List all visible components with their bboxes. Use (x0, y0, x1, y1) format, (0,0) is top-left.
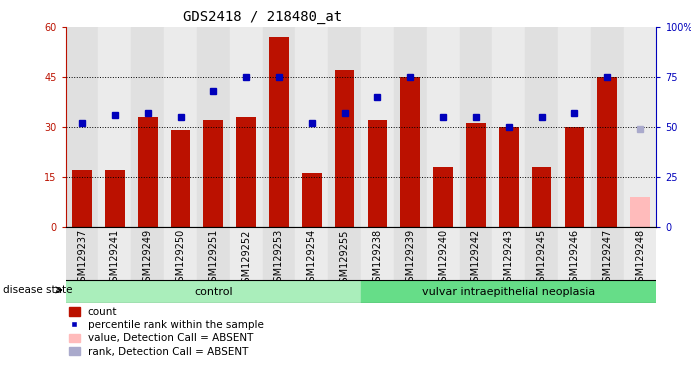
Bar (492, 27, 525, 227)
Bar (164, 227, 197, 280)
Bar (295, 27, 328, 227)
Bar (66, 280, 361, 303)
Bar (433, 167, 453, 227)
Bar (203, 120, 223, 227)
Bar (394, 227, 426, 280)
Bar (131, 27, 164, 227)
Legend: count, percentile rank within the sample, value, Detection Call = ABSENT, rank, : count, percentile rank within the sample… (69, 307, 264, 357)
Text: disease state: disease state (3, 285, 73, 295)
Bar (466, 123, 486, 227)
Bar (400, 77, 420, 227)
Bar (263, 27, 295, 227)
Text: GSM129247: GSM129247 (603, 229, 612, 288)
Bar (164, 27, 197, 227)
Bar (525, 227, 558, 280)
Bar (105, 170, 124, 227)
Bar (597, 77, 617, 227)
Bar (426, 227, 460, 280)
Bar (623, 27, 656, 227)
Bar (138, 117, 158, 227)
Text: GSM129252: GSM129252 (241, 229, 251, 289)
Bar (98, 227, 131, 280)
Text: GSM129251: GSM129251 (209, 229, 218, 288)
Text: GSM129241: GSM129241 (110, 229, 120, 288)
Bar (591, 227, 623, 280)
Bar (499, 127, 518, 227)
Bar (229, 227, 263, 280)
Text: GSM129255: GSM129255 (340, 229, 350, 289)
Bar (229, 27, 263, 227)
Bar (334, 70, 354, 227)
Text: GSM129242: GSM129242 (471, 229, 481, 288)
Bar (630, 197, 650, 227)
Text: GSM129249: GSM129249 (143, 229, 153, 288)
Bar (531, 167, 551, 227)
Text: control: control (194, 287, 233, 297)
Bar (361, 27, 394, 227)
Text: GSM129248: GSM129248 (635, 229, 645, 288)
Bar (460, 27, 492, 227)
Bar (269, 37, 289, 227)
Bar (591, 27, 623, 227)
Bar (98, 27, 131, 227)
Bar (263, 227, 295, 280)
Text: GSM129240: GSM129240 (438, 229, 448, 288)
Bar (525, 27, 558, 227)
Bar (565, 127, 584, 227)
Bar (197, 27, 229, 227)
Text: GSM129238: GSM129238 (372, 229, 382, 288)
Bar (295, 227, 328, 280)
Text: GSM129237: GSM129237 (77, 229, 87, 288)
Text: GSM129239: GSM129239 (406, 229, 415, 288)
Text: GSM129253: GSM129253 (274, 229, 284, 288)
Bar (623, 227, 656, 280)
Bar (328, 227, 361, 280)
Bar (426, 27, 460, 227)
Bar (236, 117, 256, 227)
Bar (171, 130, 190, 227)
Bar (72, 170, 92, 227)
Text: GSM129243: GSM129243 (504, 229, 513, 288)
Bar (302, 173, 321, 227)
Bar (131, 227, 164, 280)
Bar (197, 227, 229, 280)
Bar (328, 27, 361, 227)
Bar (66, 27, 98, 227)
Text: GDS2418 / 218480_at: GDS2418 / 218480_at (183, 10, 342, 23)
Text: GSM129246: GSM129246 (569, 229, 579, 288)
Text: vulvar intraepithelial neoplasia: vulvar intraepithelial neoplasia (422, 287, 596, 297)
Bar (558, 27, 591, 227)
Text: GSM129245: GSM129245 (537, 229, 547, 288)
Bar (394, 27, 426, 227)
Bar (361, 227, 394, 280)
Bar (558, 227, 591, 280)
Bar (460, 227, 492, 280)
Bar (66, 227, 98, 280)
Bar (492, 227, 525, 280)
Bar (361, 280, 656, 303)
Text: GSM129254: GSM129254 (307, 229, 316, 288)
Text: GSM129250: GSM129250 (176, 229, 185, 288)
Bar (368, 120, 387, 227)
